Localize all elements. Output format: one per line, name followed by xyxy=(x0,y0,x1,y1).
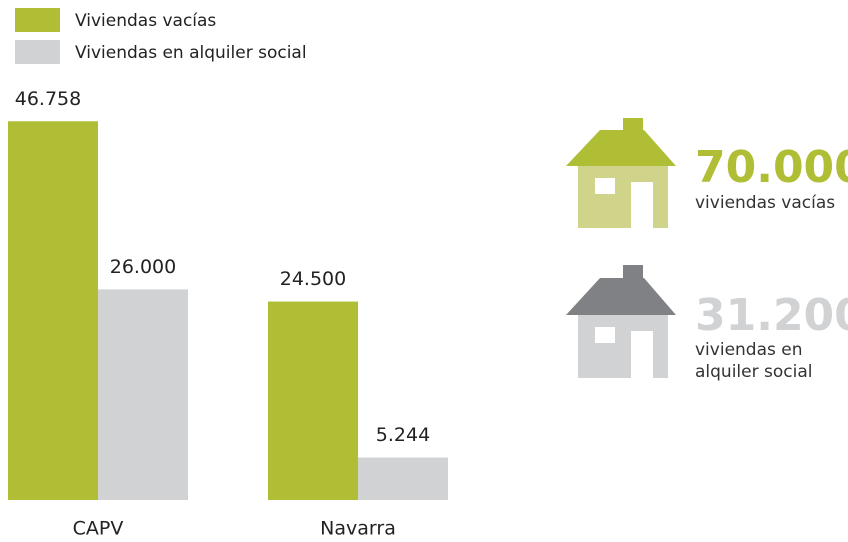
legend-label: Viviendas en alquiler social xyxy=(75,43,307,63)
annotation-number: 31.200 xyxy=(695,290,848,341)
value-label: 46.758 xyxy=(15,88,81,110)
annotation-text: viviendas vacías xyxy=(695,193,835,213)
bar xyxy=(8,121,98,501)
x-tick-label: CAPV xyxy=(73,518,124,540)
house-icon-gray xyxy=(566,265,676,378)
value-label: 24.500 xyxy=(280,268,346,290)
annotation-text: alquiler social xyxy=(695,362,812,382)
house-icon-green xyxy=(566,118,676,228)
annotation-number: 70.000 xyxy=(695,142,848,193)
x-tick-label: Navarra xyxy=(320,518,396,540)
legend-label: Viviendas vacías xyxy=(75,11,216,31)
bar xyxy=(98,289,188,500)
value-label: 5.244 xyxy=(376,424,430,446)
annotation-text: viviendas en xyxy=(695,340,803,360)
legend-swatch xyxy=(15,8,60,32)
bar xyxy=(268,301,358,500)
value-label: 26.000 xyxy=(110,256,176,278)
legend-swatch xyxy=(15,40,60,64)
bar xyxy=(358,457,448,500)
